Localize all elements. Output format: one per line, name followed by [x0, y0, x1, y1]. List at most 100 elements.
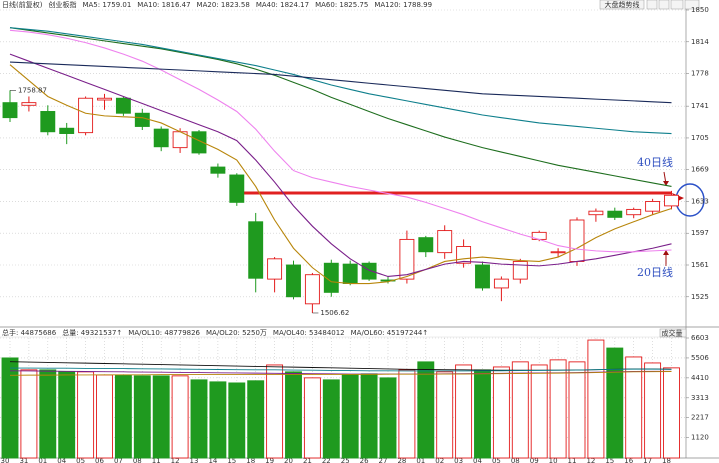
candle-body	[588, 210, 604, 216]
x-tick-label: 20	[284, 457, 293, 463]
candle-body	[380, 279, 396, 282]
x-tick-label: 10	[549, 457, 558, 463]
candle-body	[569, 219, 585, 262]
ma-line	[9, 371, 672, 376]
toolbar-button[interactable]	[670, 0, 684, 10]
toolbar-button[interactable]	[658, 0, 670, 10]
x-tick-label: 15	[227, 457, 236, 463]
ma-line	[9, 61, 672, 104]
x-tick-label: 18	[662, 457, 671, 463]
volume-bar	[341, 374, 359, 459]
volume-bar	[114, 374, 132, 459]
x-tick-label: 26	[360, 457, 369, 463]
candle-body	[229, 174, 245, 203]
y-tick-label: 1850	[691, 6, 709, 14]
volume-bar	[133, 375, 151, 459]
candle-body	[626, 208, 642, 216]
x-tick-label: 04	[473, 457, 482, 463]
annotation-arrowhead	[663, 181, 669, 186]
volume-bar	[398, 369, 416, 459]
candle-body	[437, 230, 453, 254]
candle-body	[286, 264, 301, 298]
candle-body	[418, 237, 434, 253]
volume-bar	[58, 371, 76, 459]
x-tick-label: 27	[379, 457, 388, 463]
legend-entry: MA/OL10: 48779826	[128, 329, 200, 337]
y-tick-label: 4410	[691, 374, 709, 382]
candle-body	[342, 263, 358, 284]
legend-entry: MA/OL60: 45197244↑	[351, 329, 429, 337]
x-tick-label: 01	[38, 457, 47, 463]
volume-bar	[20, 369, 38, 459]
candle-body	[493, 278, 509, 289]
toolbar-button[interactable]	[599, 0, 645, 10]
volume-bar	[96, 374, 113, 459]
toolbar-label[interactable]: 大盘趋势线	[605, 0, 640, 9]
x-tick-label: 28	[397, 457, 406, 463]
candle-body	[475, 264, 490, 289]
volume-bar	[511, 361, 529, 459]
candle-body	[115, 97, 131, 114]
volume-bar	[663, 367, 680, 459]
y-tick-label: 6603	[691, 334, 709, 342]
legend-entry: 总量: 49321537↑	[62, 328, 122, 337]
candle-body	[21, 102, 37, 106]
candle-body	[645, 201, 661, 212]
candle-body	[40, 111, 56, 133]
volume-bar	[474, 369, 491, 459]
x-tick-label: 12	[171, 457, 180, 463]
volume-bar	[171, 375, 189, 459]
candle-body	[78, 97, 94, 134]
volume-bar	[285, 371, 302, 459]
legend-entry: MA20: 1823.58	[197, 1, 250, 9]
y-tick-label: 1669	[691, 166, 709, 174]
y-tick-label: 3313	[691, 394, 709, 402]
volume-bar	[303, 377, 321, 459]
volume-bar	[549, 359, 567, 459]
candle-body	[210, 166, 226, 174]
volume-bar	[152, 375, 170, 459]
y-tick-label: 1741	[691, 102, 709, 110]
candle-body	[361, 262, 377, 280]
volume-bar	[455, 364, 473, 459]
toolbar-button[interactable]	[646, 0, 658, 10]
x-tick-label: 22	[322, 457, 331, 463]
x-tick-label: 06	[95, 457, 104, 463]
x-tick-label: 16	[624, 457, 633, 463]
volume-bar	[568, 361, 586, 459]
candle-body	[134, 112, 150, 127]
volume-bar	[247, 380, 265, 459]
x-tick-label: 05	[492, 457, 501, 463]
candle-body	[191, 131, 207, 154]
y-tick-label: 1561	[691, 261, 709, 269]
indicator-selector-label[interactable]: 成交量	[662, 329, 683, 338]
candle-body	[304, 274, 320, 305]
legend-entry: 创业板指	[48, 0, 76, 9]
legend-entry: MA120: 1788.99	[374, 1, 432, 9]
ma-line	[10, 367, 672, 372]
candle-body	[59, 127, 75, 134]
min-label: 1506.62	[320, 309, 349, 317]
candle-body	[323, 262, 339, 293]
x-tick-label: 04	[57, 457, 66, 463]
indicator-selector[interactable]	[659, 328, 687, 338]
ma-line	[9, 53, 672, 278]
x-tick-label: 12	[586, 457, 595, 463]
x-tick-label: 11	[152, 457, 161, 463]
volume-bar	[1, 357, 19, 459]
volume-bar	[39, 369, 57, 459]
legend-entry: MA60: 1825.75	[315, 1, 368, 9]
y-tick-label: 1778	[691, 70, 709, 78]
volume-bar	[228, 382, 246, 459]
x-tick-label: 05	[76, 457, 85, 463]
x-tick-label: 18	[246, 457, 255, 463]
y-tick-label: 1120	[691, 434, 709, 442]
candle-body	[153, 128, 169, 148]
candle-body	[2, 102, 18, 119]
y-tick-label: 1597	[691, 229, 709, 237]
legend-entry: MA10: 1816.47	[137, 1, 190, 9]
toolbar-button[interactable]	[684, 0, 700, 10]
volume-bar	[209, 381, 227, 459]
x-tick-label: 30	[1, 457, 10, 463]
